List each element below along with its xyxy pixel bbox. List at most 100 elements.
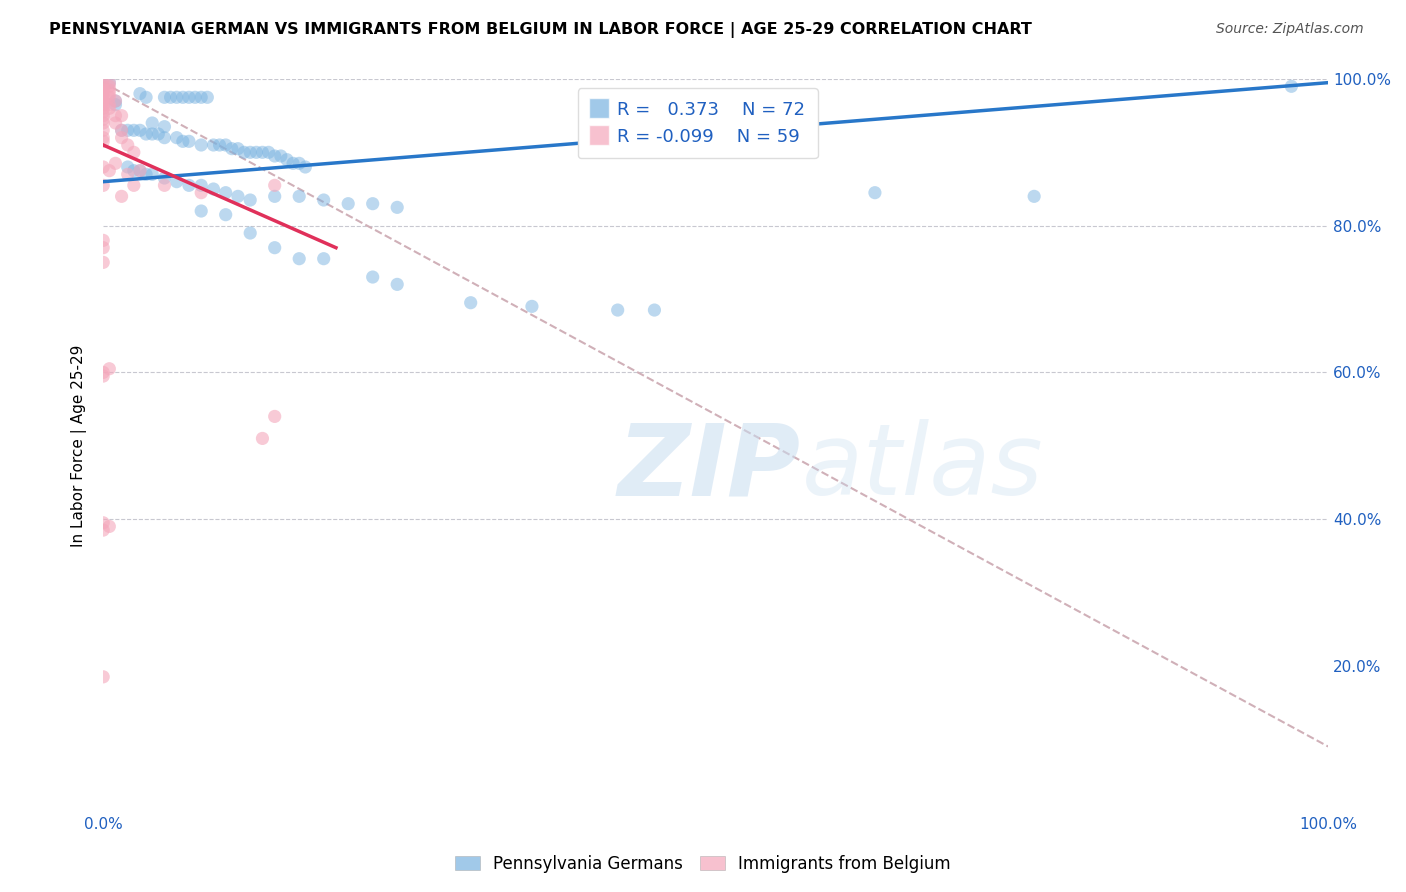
Text: atlas: atlas	[801, 419, 1043, 516]
Point	[110, 130, 132, 145]
Point	[153, 130, 176, 145]
Point	[270, 149, 292, 163]
Point	[221, 142, 243, 156]
Point	[239, 226, 262, 240]
Point	[122, 178, 145, 193]
Legend: Pennsylvania Germans, Immigrants from Belgium: Pennsylvania Germans, Immigrants from Be…	[449, 848, 957, 880]
Point	[104, 116, 127, 130]
Point	[110, 123, 132, 137]
Y-axis label: In Labor Force | Age 25-29: In Labor Force | Age 25-29	[72, 344, 87, 547]
Point	[153, 178, 176, 193]
Point	[166, 175, 188, 189]
Point	[166, 130, 188, 145]
Point	[177, 90, 200, 104]
Point	[239, 193, 262, 207]
Point	[460, 295, 482, 310]
Point	[91, 105, 114, 120]
Point	[98, 519, 121, 533]
Point	[385, 200, 408, 214]
Point	[184, 90, 207, 104]
Point	[190, 90, 212, 104]
Text: ZIP: ZIP	[617, 419, 800, 516]
Point	[190, 186, 212, 200]
Point	[98, 163, 121, 178]
Point	[91, 255, 114, 269]
Point	[190, 138, 212, 153]
Point	[245, 145, 267, 160]
Point	[117, 138, 139, 153]
Point	[110, 109, 132, 123]
Point	[172, 90, 194, 104]
Point	[190, 178, 212, 193]
Point	[177, 178, 200, 193]
Point	[281, 156, 304, 170]
Point	[98, 97, 121, 112]
Point	[117, 123, 139, 137]
Point	[98, 90, 121, 104]
Point	[104, 97, 127, 112]
Point	[263, 189, 285, 203]
Point	[177, 134, 200, 148]
Point	[129, 123, 152, 137]
Point	[91, 112, 114, 127]
Legend: R =   0.373    N = 72, R = -0.099    N = 59: R = 0.373 N = 72, R = -0.099 N = 59	[578, 88, 818, 158]
Point	[135, 167, 157, 181]
Point	[195, 90, 218, 104]
Point	[91, 83, 114, 97]
Point	[122, 123, 145, 137]
Point	[153, 171, 176, 186]
Point	[263, 149, 285, 163]
Point	[233, 145, 256, 160]
Point	[153, 90, 176, 104]
Point	[863, 186, 886, 200]
Point	[141, 116, 163, 130]
Point	[91, 130, 114, 145]
Point	[148, 127, 170, 141]
Point	[91, 109, 114, 123]
Point	[159, 90, 181, 104]
Point	[110, 189, 132, 203]
Point	[98, 76, 121, 90]
Point	[312, 252, 335, 266]
Point	[91, 160, 114, 174]
Point	[91, 233, 114, 247]
Point	[91, 87, 114, 101]
Point	[172, 134, 194, 148]
Point	[166, 90, 188, 104]
Point	[91, 178, 114, 193]
Point	[91, 516, 114, 530]
Point	[91, 94, 114, 108]
Text: Source: ZipAtlas.com: Source: ZipAtlas.com	[1216, 22, 1364, 37]
Point	[91, 670, 114, 684]
Point	[91, 134, 114, 148]
Point	[91, 523, 114, 537]
Point	[153, 120, 176, 134]
Point	[288, 252, 311, 266]
Point	[294, 160, 316, 174]
Point	[104, 156, 127, 170]
Point	[129, 87, 152, 101]
Point	[110, 123, 132, 137]
Point	[252, 432, 274, 446]
Point	[202, 138, 225, 153]
Point	[312, 193, 335, 207]
Point	[141, 167, 163, 181]
Point	[215, 186, 238, 200]
Point	[98, 79, 121, 94]
Point	[91, 116, 114, 130]
Point	[135, 127, 157, 141]
Point	[190, 204, 212, 219]
Point	[91, 76, 114, 90]
Point	[215, 208, 238, 222]
Point	[1279, 79, 1302, 94]
Point	[98, 83, 121, 97]
Point	[98, 101, 121, 115]
Point	[129, 163, 152, 178]
Point	[1024, 189, 1046, 203]
Point	[252, 145, 274, 160]
Point	[520, 299, 543, 313]
Point	[91, 123, 114, 137]
Point	[91, 365, 114, 379]
Point	[208, 138, 231, 153]
Point	[263, 178, 285, 193]
